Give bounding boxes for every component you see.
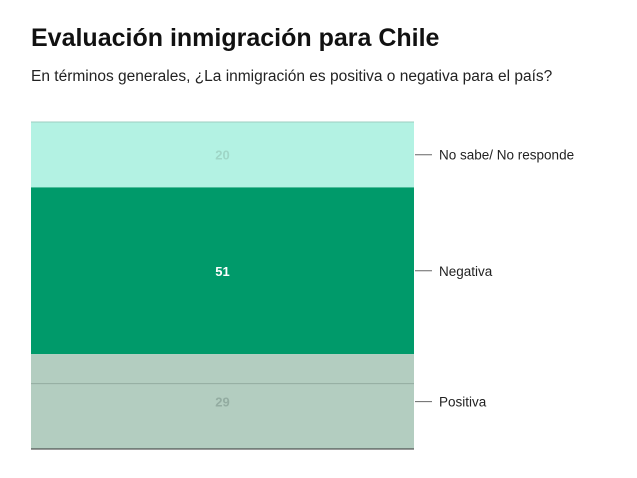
chart-title: Evaluación inmigración para Chile [31,24,440,52]
data-label-no-sabe-no-responde: 20 [215,148,229,163]
chart-subtitle: En términos generales, ¿La inmigración e… [31,68,553,85]
series-label-positiva: Positiva [439,395,487,410]
bar-segment-positiva [31,354,414,449]
data-label-negativa: 51 [215,264,229,279]
bar-segment-no-sabe-no-responde [31,122,414,188]
bar-segment-negativa [31,187,414,355]
series-label-negativa: Negativa [439,264,493,279]
series-label-no-sabe-no-responde: No sabe/ No responde [439,148,574,163]
data-label-positiva: 29 [215,395,229,410]
